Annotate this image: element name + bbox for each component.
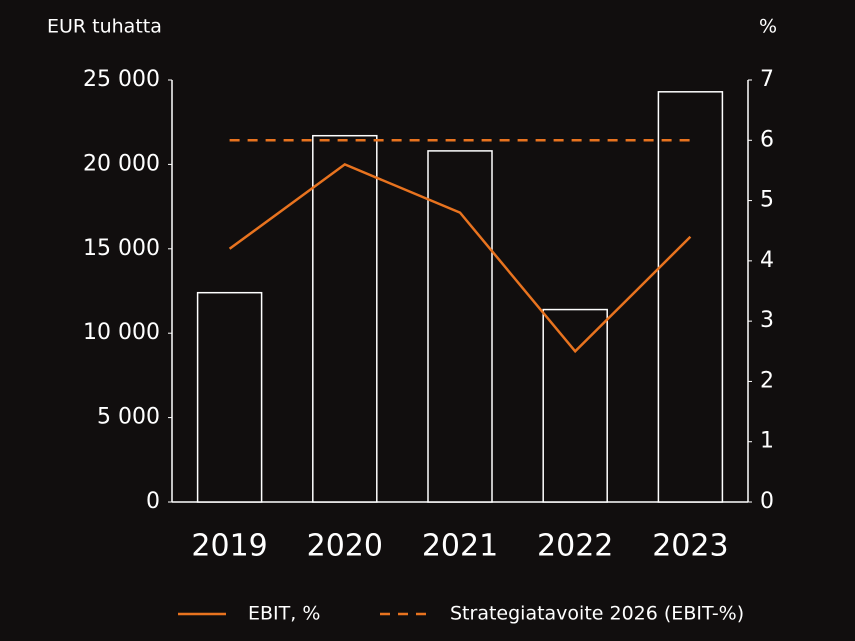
y-tick-label: 15 000 [83, 236, 160, 261]
y-tick-label: 0 [146, 489, 160, 514]
y2-tick-label: 5 [760, 188, 774, 213]
y2-axis-label: % [759, 16, 777, 38]
legend-label: Strategiatavoite 2026 (EBIT-%) [450, 603, 744, 625]
bar [196, 291, 263, 503]
bar [427, 150, 493, 503]
x-tick-label: 2021 [422, 529, 498, 564]
x-tick-label: 2023 [652, 529, 728, 564]
x-tick-label: 2020 [307, 529, 383, 564]
y-axis-label: EUR tuhatta [47, 16, 162, 38]
legend-label: EBIT, % [248, 603, 320, 625]
bar [312, 134, 378, 503]
y2-tick-label: 4 [760, 248, 774, 273]
y-tick-label: 25 000 [83, 67, 160, 92]
y2-tick-label: 0 [760, 489, 774, 514]
y-tick-label: 5 000 [97, 405, 160, 430]
bar [657, 91, 724, 503]
y2-tick-label: 3 [760, 308, 774, 333]
ebit-line [228, 162, 692, 354]
y2-tick-label: 6 [760, 127, 774, 152]
x-tick-label: 2022 [537, 529, 613, 564]
y-tick-label: 20 000 [83, 151, 160, 176]
y-tick-label: 10 000 [83, 320, 160, 345]
bar [542, 308, 608, 503]
y2-tick-label: 1 [760, 429, 774, 454]
y2-tick-label: 2 [760, 368, 774, 393]
y2-tick-label: 7 [760, 67, 774, 92]
x-tick-label: 2019 [191, 529, 267, 564]
